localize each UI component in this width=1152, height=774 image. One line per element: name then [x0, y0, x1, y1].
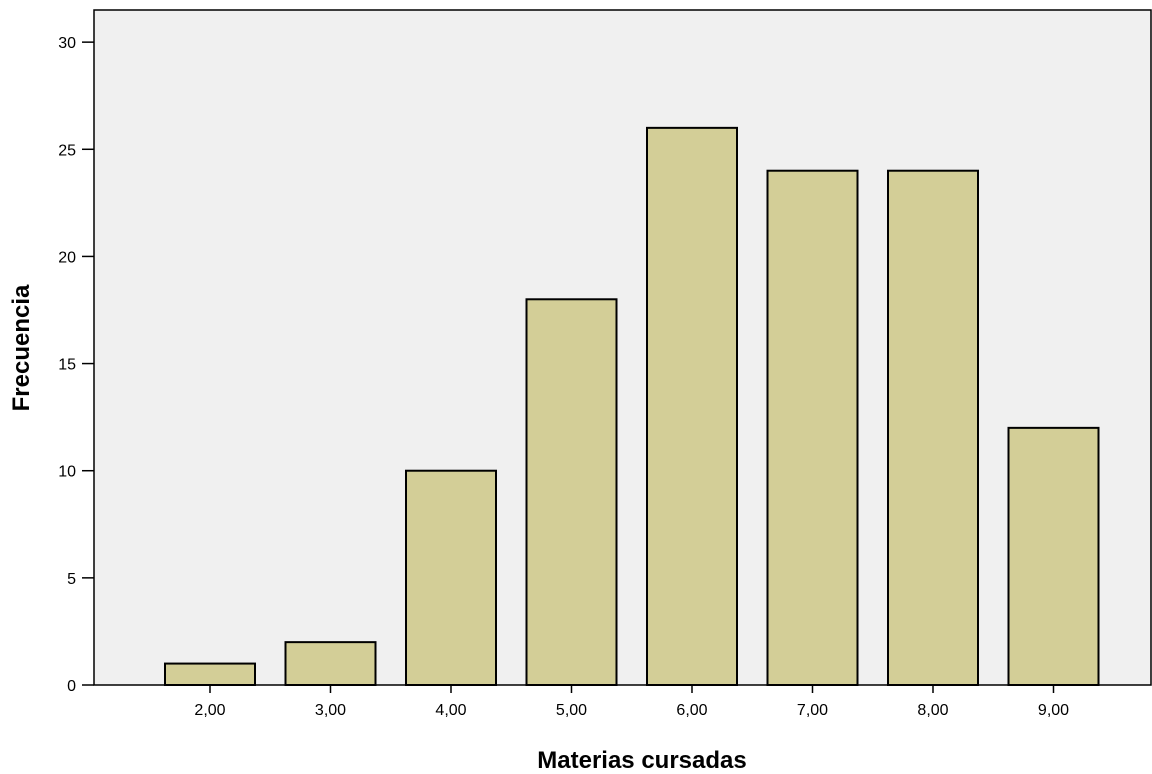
bar-4-00 — [405, 469, 497, 687]
y-tick-label: 0 — [67, 678, 76, 695]
bars-group — [164, 126, 1100, 687]
x-tick-label: 3,00 — [315, 702, 346, 719]
x-tick-label: 6,00 — [676, 702, 707, 719]
x-tick-label: 7,00 — [797, 702, 828, 719]
x-tick-label: 8,00 — [917, 702, 948, 719]
y-tick-label: 30 — [58, 35, 76, 52]
bar-9-00 — [1007, 426, 1100, 686]
y-tick-label: 10 — [58, 464, 76, 481]
y-axis: 0 5 10 15 20 25 30 — [58, 35, 94, 695]
bar-8-00 — [887, 169, 979, 686]
x-tick-label: 2,00 — [194, 702, 225, 719]
y-tick-label: 20 — [58, 249, 76, 266]
bar-3-00 — [284, 641, 377, 687]
y-axis-title: Frecuencia — [8, 284, 35, 411]
y-tick-label: 25 — [58, 142, 76, 159]
bar-6-00 — [646, 126, 738, 687]
x-tick-label: 9,00 — [1038, 702, 1069, 719]
y-tick-label: 5 — [67, 571, 76, 588]
plot-area — [93, 9, 1152, 686]
bar-2-00 — [164, 662, 256, 686]
x-tick-label: 4,00 — [435, 702, 466, 719]
bar-7-00 — [766, 169, 859, 686]
x-axis-title: Materias cursadas — [537, 747, 746, 774]
y-tick-label: 15 — [58, 357, 76, 374]
x-axis: 2,00 3,00 4,00 5,00 6,00 7,00 8,00 9,00 — [194, 685, 1069, 719]
bar-5-00 — [525, 298, 618, 686]
x-tick-label: 5,00 — [556, 702, 587, 719]
